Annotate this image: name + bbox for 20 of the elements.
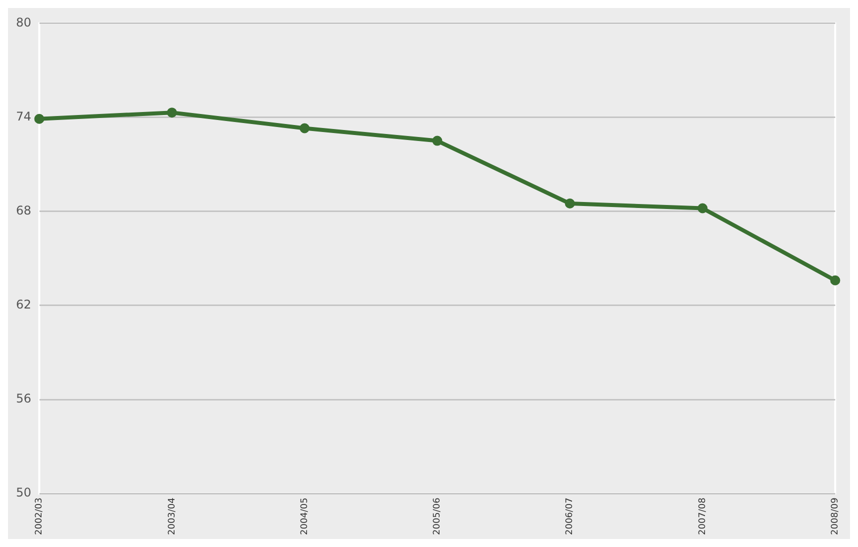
point xyxy=(166,108,177,118)
x-tick-label: 2002/03 xyxy=(34,498,45,535)
point xyxy=(698,203,708,214)
x-tick-label: 2006/07 xyxy=(565,498,576,535)
point xyxy=(34,114,44,124)
y-tick-label: 62 xyxy=(16,298,32,312)
point xyxy=(564,198,575,209)
y-tick-label: 68 xyxy=(16,203,32,218)
y-tick-label: 80 xyxy=(16,15,32,30)
y-tick-label: 50 xyxy=(16,486,32,500)
point xyxy=(830,275,840,286)
x-tick-label: 2005/06 xyxy=(432,497,443,535)
point xyxy=(432,136,442,146)
x-tick-label: 2003/04 xyxy=(167,497,178,535)
y-tick-label: 56 xyxy=(16,392,32,406)
x-tick-label: 2007/08 xyxy=(698,497,708,535)
point xyxy=(300,123,310,134)
x-tick-label: 2004/05 xyxy=(300,498,310,535)
y-tick-label: 74 xyxy=(16,109,32,124)
x-tick-label: 2008/09 xyxy=(830,497,841,535)
